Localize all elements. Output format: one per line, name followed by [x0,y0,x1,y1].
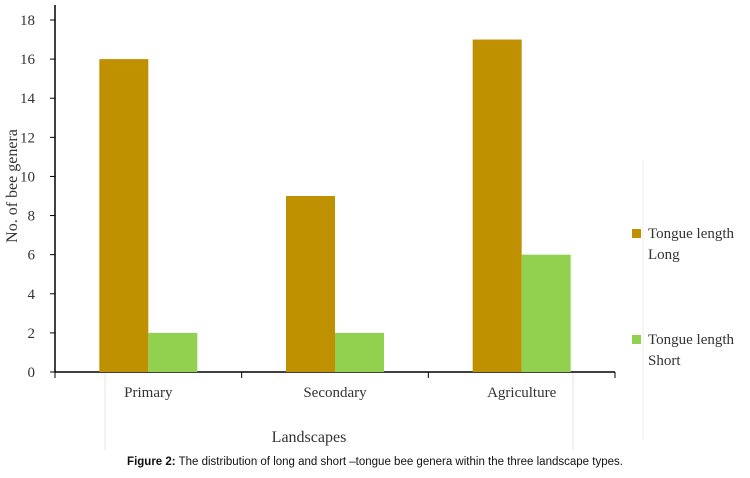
legend-label-line: Short [648,353,681,369]
y-tick-label: 4 [28,287,36,303]
x-category-label: Primary [124,385,173,401]
figure-caption: Figure 2: The distribution of long and s… [0,456,750,468]
y-tick-label: 0 [28,365,36,381]
y-tick-label: 18 [20,13,35,29]
x-axis-title: Landscapes [272,429,347,446]
caption-text: The distribution of long and short –tong… [175,456,623,468]
y-tick-label: 16 [20,52,36,68]
bar-secondary-short [335,332,384,372]
y-tick-label: 6 [28,248,36,264]
legend-swatch-short [632,335,641,344]
x-category-label: Secondary [303,385,367,401]
bar-agriculture-long [472,39,522,373]
legend-label-line: Tongue length [648,332,735,348]
legend-label-line: Long [648,247,680,263]
y-tick-label: 2 [28,326,36,342]
legend-swatch-long [632,229,641,238]
y-tick-label: 8 [28,209,36,225]
bar-agriculture-short [521,254,571,372]
y-tick-label: 12 [20,130,35,146]
caption-label: Figure 2: [127,456,176,468]
x-category-label: Agriculture [487,385,556,401]
y-tick-label: 14 [20,91,36,107]
bar-primary-long [99,59,149,372]
legend-label-line: Tongue length [648,226,735,242]
y-tick-label: 10 [20,169,35,185]
y-axis-title: No. of bee genera [4,129,21,243]
bar-primary-short [148,332,198,372]
bar-secondary-long [286,196,335,372]
